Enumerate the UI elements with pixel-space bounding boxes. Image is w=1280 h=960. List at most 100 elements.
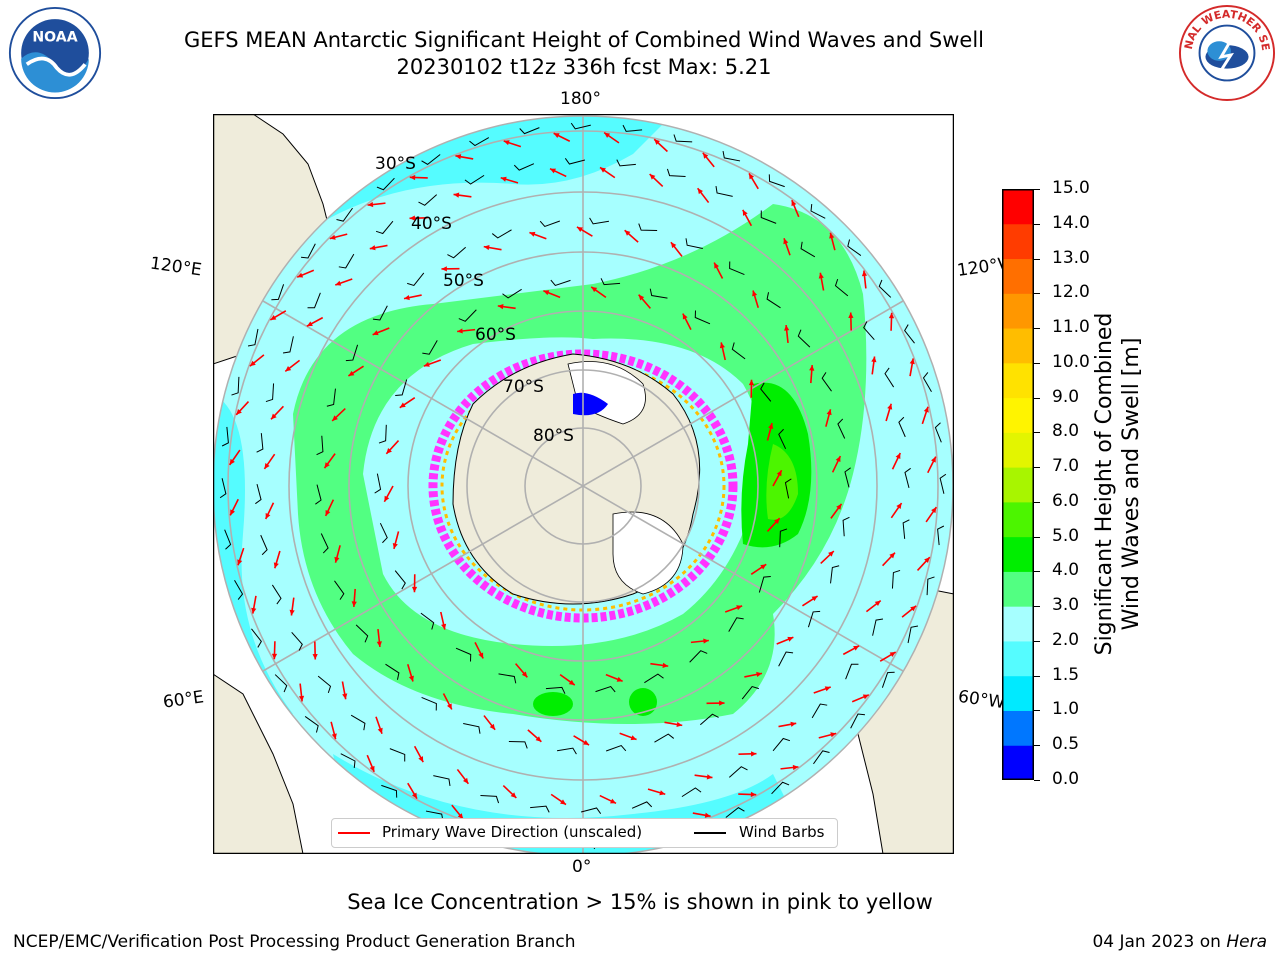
wave-direction-arrowhead: [306, 321, 313, 327]
wind-barb: [247, 328, 259, 347]
wave-direction-arrowhead: [404, 295, 410, 301]
wind-barb: [394, 570, 406, 590]
colorbar-tick-mark: [1034, 501, 1040, 503]
wave-direction-arrowhead: [423, 361, 430, 367]
wave-direction-arrowhead: [297, 272, 304, 278]
wave-direction-arrowhead: [871, 356, 877, 363]
wave-direction-arrowhead: [895, 452, 901, 459]
wave-direction-arrowhead: [500, 176, 507, 182]
wind-barb: [907, 625, 919, 644]
colorbar-tick-label: 15.0: [1052, 178, 1090, 198]
wave-direction-arrowhead: [853, 645, 860, 651]
footer-host: Hera: [1226, 932, 1267, 952]
wind-barb: [725, 807, 745, 818]
wave-direction-arrowhead: [568, 679, 575, 686]
wind-barb: [939, 473, 947, 494]
wind-barb: [616, 159, 636, 167]
colorbar-tick-mark: [1034, 675, 1040, 677]
wave-direction-arrowhead: [342, 693, 348, 700]
wind-barb: [291, 631, 303, 651]
wave-direction-arrowhead: [463, 777, 469, 784]
colorbar-bin: [1002, 397, 1034, 433]
wind-barb: [255, 483, 262, 505]
wind-barb: [307, 292, 321, 309]
wind-barb: [694, 310, 711, 325]
wave-direction-arrowhead: [862, 694, 869, 700]
colorbar-tick-label: 6.0: [1052, 490, 1080, 511]
wave-direction-arrowhead: [889, 652, 896, 658]
wave-direction-arrowhead: [923, 406, 929, 413]
wind-barb: [813, 750, 830, 765]
colorbar-tick-label: 0.0: [1052, 769, 1080, 789]
wind-barb: [463, 723, 481, 734]
lon-label-60w: 60°W: [956, 686, 1007, 714]
noaa-logo-icon: NOAA: [8, 6, 102, 100]
wave-direction-arrowhead: [351, 601, 357, 607]
wave-direction-arrowhead: [229, 458, 235, 465]
wave-direction-arrowhead: [510, 792, 517, 798]
wave-direction-arrowhead: [751, 751, 757, 757]
lat-label-30s: 30°S: [375, 154, 416, 174]
wind-barb: [376, 177, 395, 191]
wind-barb: [378, 424, 387, 444]
wind-barb: [491, 229, 512, 239]
wind-barb: [595, 685, 616, 693]
wind-barb: [760, 210, 777, 224]
colorbar-tick-mark: [1034, 467, 1040, 469]
wave-direction-arrowhead: [264, 463, 270, 469]
colorbar-bin: [1002, 432, 1034, 468]
wave-direction-arrowhead: [418, 756, 424, 763]
wave-direction-arrowhead: [331, 733, 337, 740]
wind-barb: [418, 194, 438, 206]
colorbar-bin: [1002, 293, 1034, 329]
wave-direction-arrowhead: [503, 140, 510, 146]
wind-barb: [881, 671, 895, 688]
wave-direction-arrowhead: [560, 799, 566, 805]
wind-barb: [904, 324, 915, 344]
wind-barb: [407, 272, 425, 287]
wind-barb: [830, 565, 840, 584]
wind-barb: [837, 418, 846, 439]
wind-barb: [301, 243, 316, 259]
lat-label-80s: 80°S: [533, 426, 574, 446]
wave-direction-arrowhead: [591, 286, 598, 293]
wave-direction-arrowhead: [874, 600, 881, 606]
wind-barb: [741, 685, 759, 700]
sea-ice-note: Sea Ice Concentration > 15% is shown in …: [347, 890, 933, 914]
chart-title-line1: GEFS MEAN Antarctic Significant Height o…: [183, 28, 985, 52]
wind-barb: [766, 292, 781, 309]
colorbar-bin: [1002, 571, 1034, 607]
wave-direction-arrowhead: [411, 792, 417, 799]
wind-barb: [772, 737, 791, 752]
colorbar-tick-mark: [1034, 397, 1040, 399]
wave-direction-arrowhead: [792, 764, 799, 771]
wave-direction-arrowhead: [392, 542, 398, 549]
wind-barb-label: Wind Barbs: [739, 823, 825, 841]
wind-barb: [644, 673, 664, 684]
wind-barb: [464, 174, 485, 185]
wind-barb: [315, 484, 322, 505]
lat-label-60s: 60°S: [475, 325, 516, 345]
colorbar-tick-label: 13.0: [1052, 247, 1090, 268]
wave-direction-arrowhead: [791, 200, 797, 207]
wave-direction-arrowhead: [824, 686, 831, 692]
wave-direction-arrowhead: [706, 774, 713, 780]
wave-direction-arrowhead: [649, 174, 656, 180]
wind-barb: [389, 748, 406, 762]
wind-barb: [234, 579, 244, 600]
wave-direction-arrowhead: [497, 304, 504, 310]
wave-direction-arrowhead: [289, 609, 295, 616]
wind-barb: [926, 576, 935, 596]
wave-direction-arrowhead: [409, 174, 416, 181]
wave-direction-arrowhead: [457, 328, 463, 334]
wind-barb: [421, 154, 441, 165]
colorbar-tick-mark: [1034, 362, 1040, 364]
colorbar-bin: [1002, 328, 1034, 364]
colorbar-tick-mark: [1034, 780, 1040, 781]
lat-label-70s: 70°S: [503, 377, 544, 397]
wind-barb: [715, 185, 733, 197]
wind-barb: [508, 740, 528, 749]
wind-barb: [902, 519, 910, 539]
wind-barb: [374, 473, 382, 494]
wind-barb: [821, 372, 832, 392]
